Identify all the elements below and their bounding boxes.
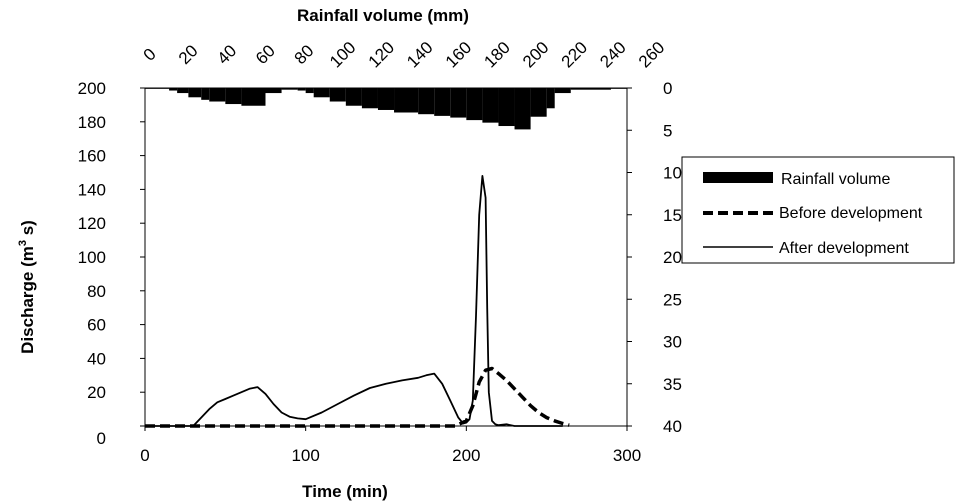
legend-swatch-rainfall bbox=[703, 172, 773, 183]
rainfall-bar-9 bbox=[281, 88, 298, 90]
y-right-tick-label-8: 40 bbox=[663, 417, 682, 436]
rainfall-bar-8 bbox=[265, 88, 282, 94]
y-right-tick-label-1: 5 bbox=[663, 121, 672, 140]
top-axis-title: Rainfall volume (mm) bbox=[297, 6, 469, 25]
y-left-tick-label-9: 180 bbox=[78, 113, 106, 132]
rainfall-bar-18 bbox=[418, 88, 435, 115]
top-tick-label-10: 200 bbox=[519, 38, 552, 71]
rainfall-bar-14 bbox=[345, 88, 362, 106]
rainfall-bar-1 bbox=[169, 88, 178, 91]
x-tick-label-2: 200 bbox=[452, 446, 480, 465]
after-development-line bbox=[145, 174, 563, 427]
y-left-tick-label-2: 40 bbox=[87, 349, 106, 368]
rainfall-bar-24 bbox=[514, 88, 531, 130]
legend-box bbox=[681, 156, 955, 264]
axes bbox=[140, 87, 632, 431]
top-tick-label-9: 180 bbox=[480, 38, 513, 71]
rainfall-bar-22 bbox=[482, 88, 499, 123]
top-tick-label-6: 120 bbox=[365, 38, 398, 71]
rainfall-bar-11 bbox=[305, 88, 314, 94]
rainfall-bar-6 bbox=[225, 88, 242, 105]
y-axis-title: Discharge (m3 s) bbox=[17, 220, 37, 354]
top-tick-label-0: 0 bbox=[140, 45, 160, 65]
y-right-tick-label-6: 30 bbox=[663, 333, 682, 352]
legend-label-after: After development bbox=[779, 240, 909, 257]
y-left-tick-label-0: 0 bbox=[97, 429, 106, 448]
legend-label-rainfall: Rainfall volume bbox=[781, 171, 890, 188]
rainfall-bar-3 bbox=[188, 88, 202, 98]
y-left-tick-label-1: 20 bbox=[87, 383, 106, 402]
y-right-tick-label-7: 35 bbox=[663, 375, 682, 394]
rainfall-bars bbox=[145, 88, 627, 130]
rainfall-bar-17 bbox=[394, 88, 419, 113]
top-tick-label-1: 20 bbox=[175, 41, 202, 68]
top-tick-label-8: 160 bbox=[442, 38, 475, 71]
x-tick-label-1: 100 bbox=[291, 446, 319, 465]
top-tick-label-4: 80 bbox=[291, 41, 318, 68]
y-right-tick-label-4: 20 bbox=[663, 248, 682, 267]
legend-label-before: Before development bbox=[779, 205, 923, 222]
rainfall-bar-13 bbox=[329, 88, 346, 102]
top-tick-label-7: 140 bbox=[403, 38, 436, 71]
rainfall-bar-5 bbox=[209, 88, 226, 102]
y-left-tick-label-4: 80 bbox=[87, 282, 106, 301]
before-development-line bbox=[145, 366, 570, 428]
rainfall-bar-19 bbox=[434, 88, 451, 116]
legend: Rainfall volume Before development After… bbox=[681, 156, 955, 264]
rainfall-bar-7 bbox=[241, 88, 266, 106]
y-right-tick-label-5: 25 bbox=[663, 290, 682, 309]
top-tick-label-12: 240 bbox=[596, 38, 629, 71]
y-left-tick-label-7: 140 bbox=[78, 180, 106, 199]
top-tick-label-2: 40 bbox=[213, 41, 240, 68]
rainfall-bar-16 bbox=[377, 88, 395, 110]
rainfall-bar-2 bbox=[177, 88, 189, 94]
top-tick-label-13: 260 bbox=[635, 38, 668, 71]
top-tick-label-11: 220 bbox=[558, 38, 591, 71]
rainfall-bar-28 bbox=[570, 88, 611, 90]
top-tick-label-3: 60 bbox=[252, 41, 279, 68]
rainfall-bar-21 bbox=[466, 88, 483, 121]
rainfall-bar-27 bbox=[554, 88, 571, 94]
rainfall-bar-26 bbox=[546, 88, 555, 109]
rainfall-bar-4 bbox=[201, 88, 210, 100]
y-right-tick-label-3: 15 bbox=[663, 206, 682, 225]
y-right-tick-label-2: 10 bbox=[663, 164, 682, 183]
rainfall-bar-12 bbox=[313, 88, 330, 98]
y-left-tick-label-6: 120 bbox=[78, 214, 106, 233]
x-tick-label-0: 0 bbox=[140, 446, 149, 465]
rainfall-bar-20 bbox=[450, 88, 467, 118]
rainfall-bar-25 bbox=[530, 88, 547, 117]
y-left-tick-label-5: 100 bbox=[78, 248, 106, 267]
rainfall-bar-10 bbox=[297, 88, 306, 91]
rainfall-bar-15 bbox=[361, 88, 378, 109]
y-left-tick-label-8: 160 bbox=[78, 147, 106, 166]
rainfall-bar-23 bbox=[498, 88, 515, 127]
top-tick-label-5: 100 bbox=[326, 38, 359, 71]
y-left-tick-label-10: 200 bbox=[78, 79, 106, 98]
y-left-tick-label-3: 60 bbox=[87, 316, 106, 335]
x-tick-label-3: 300 bbox=[613, 446, 641, 465]
x-axis-title: Time (min) bbox=[302, 482, 388, 501]
discharge-lines bbox=[145, 174, 570, 428]
y-right-tick-label-0: 0 bbox=[663, 79, 672, 98]
